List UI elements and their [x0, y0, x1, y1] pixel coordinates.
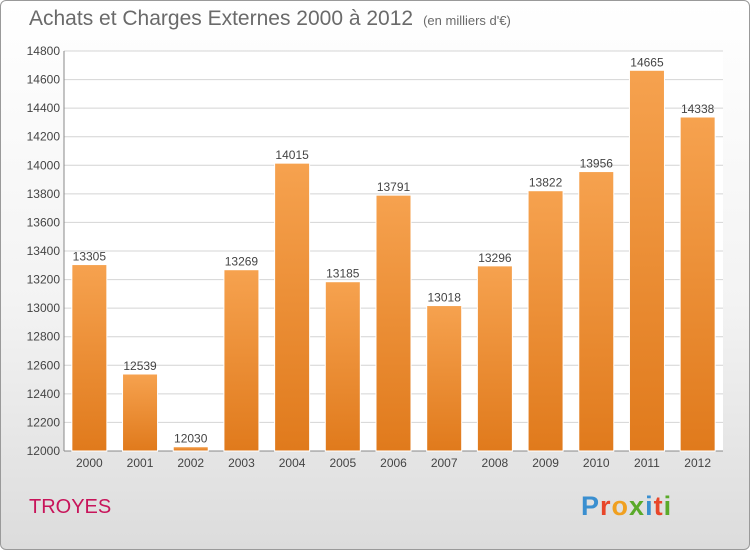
- x-tick-label: 2011: [634, 456, 660, 470]
- logo-letter: i: [663, 491, 673, 521]
- logo-letter: o: [611, 491, 630, 521]
- bar: [71, 264, 108, 452]
- x-tick-label: 2004: [279, 456, 306, 470]
- bar: [426, 305, 463, 452]
- chart-subtitle: (en milliers d'€): [423, 13, 511, 28]
- data-label: 13822: [529, 176, 563, 190]
- data-label: 14665: [630, 55, 664, 69]
- y-tick-label: 13600: [27, 215, 61, 229]
- y-tick-label: 14400: [27, 101, 61, 115]
- data-label: 12030: [174, 432, 208, 446]
- bar: [172, 446, 209, 452]
- logo-letter: x: [629, 491, 646, 521]
- bar: [578, 171, 615, 452]
- y-tick-label: 13000: [27, 301, 61, 315]
- bar: [324, 281, 361, 452]
- data-label: 12539: [123, 359, 157, 373]
- chart-title: Achats et Charges Externes 2000 à 2012 (e…: [29, 7, 511, 31]
- logo-letter: P: [581, 491, 601, 521]
- logo-letter: r: [600, 491, 612, 521]
- data-label: 13185: [326, 267, 360, 281]
- bar: [476, 265, 513, 452]
- x-tick-label: 2003: [228, 456, 255, 470]
- y-tick-label: 13800: [27, 187, 61, 201]
- data-label: 14015: [275, 148, 309, 162]
- x-tick-label: 2012: [684, 456, 711, 470]
- x-tick-label: 2010: [583, 456, 610, 470]
- logo-letter: i: [645, 491, 654, 521]
- bar: [628, 69, 665, 452]
- data-label: 13791: [377, 180, 411, 194]
- x-tick-label: 2000: [76, 456, 103, 470]
- y-tick-label: 14200: [27, 130, 61, 144]
- x-tick-label: 2009: [532, 456, 559, 470]
- bar: [274, 162, 311, 452]
- chart-title-text: Achats et Charges Externes 2000 à 2012: [29, 7, 414, 30]
- data-label: 13956: [580, 157, 614, 171]
- x-tick-label: 2005: [329, 456, 356, 470]
- bar: [223, 269, 260, 452]
- y-tick-label: 12600: [27, 358, 61, 372]
- bar: [679, 116, 716, 452]
- logo-letter: t: [653, 491, 664, 521]
- data-label: 13269: [225, 255, 259, 269]
- y-tick-label: 14600: [27, 73, 61, 87]
- bar: [375, 194, 412, 452]
- x-tick-label: 2001: [127, 456, 154, 470]
- y-tick-label: 13200: [27, 273, 61, 287]
- y-tick-label: 12800: [27, 330, 61, 344]
- y-tick-label: 14000: [27, 158, 61, 172]
- proxiti-logo: Proxiti: [581, 491, 672, 522]
- y-tick-label: 12400: [27, 387, 61, 401]
- city-label: TROYES: [29, 496, 112, 518]
- y-tick-label: 12000: [27, 444, 61, 458]
- data-label: 13018: [428, 291, 462, 305]
- y-tick-label: 14800: [27, 44, 61, 58]
- x-tick-label: 2006: [380, 456, 407, 470]
- data-label: 14338: [681, 102, 715, 116]
- x-tick-label: 2002: [177, 456, 204, 470]
- bar: [527, 190, 564, 452]
- y-tick-label: 12200: [27, 415, 61, 429]
- data-label: 13305: [73, 250, 107, 264]
- y-tick-label: 13400: [27, 244, 61, 258]
- data-label: 13296: [478, 251, 512, 265]
- x-tick-label: 2008: [482, 456, 509, 470]
- x-tick-label: 2007: [431, 456, 458, 470]
- bar: [122, 373, 159, 452]
